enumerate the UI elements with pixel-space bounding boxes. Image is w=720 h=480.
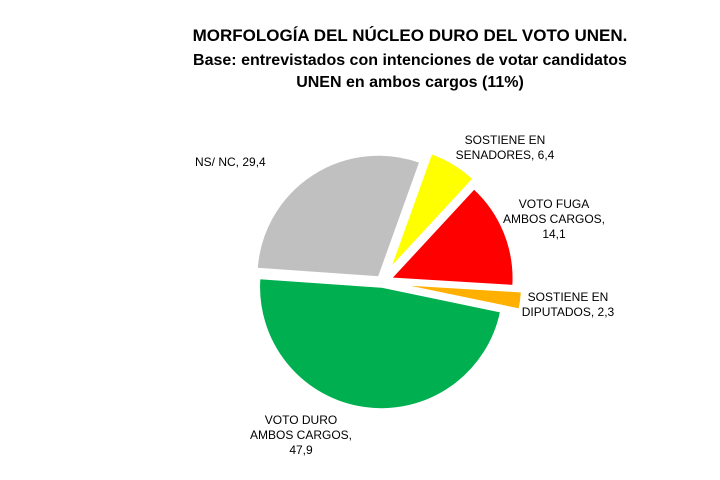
slice-label: NS/ NC29,4 [195,155,325,170]
pie-slice [389,152,475,269]
header: MORFOLOGÍA DEL NÚCLEO DURO DEL VOTO UNEN… [110,26,710,94]
value-label: 2,3 [597,305,615,319]
pie-slice [258,277,502,410]
pie-slice [389,187,515,287]
category-label: NS/ NC [195,155,242,169]
category-label: VOTO FUGA AMBOS CARGOS [503,197,605,226]
chart-subtitle: Base: entrevistados con intenciones de v… [193,52,627,91]
slice-label: VOTO FUGA AMBOS CARGOS14,1 [498,197,610,242]
category-label: SOSTIENE EN SENADORES [456,133,546,162]
pie-slice [399,283,523,311]
pie-slice [256,154,421,278]
category-label: VOTO DURO AMBOS CARGOS [250,413,352,442]
slice-label: SOSTIENE EN SENADORES6,4 [450,133,560,163]
slice-label: SOSTIENE EN DIPUTADOS2,3 [512,290,624,320]
category-label: SOSTIENE EN DIPUTADOS [522,290,609,319]
value-label: 29,4 [242,155,266,169]
slice-label: VOTO DURO AMBOS CARGOS47,9 [245,413,357,458]
chart-title: MORFOLOGÍA DEL NÚCLEO DURO DEL VOTO UNEN… [192,26,628,45]
value-label: 6,4 [537,148,555,162]
value-label: 14,1 [542,227,566,241]
value-label: 47,9 [289,443,313,457]
